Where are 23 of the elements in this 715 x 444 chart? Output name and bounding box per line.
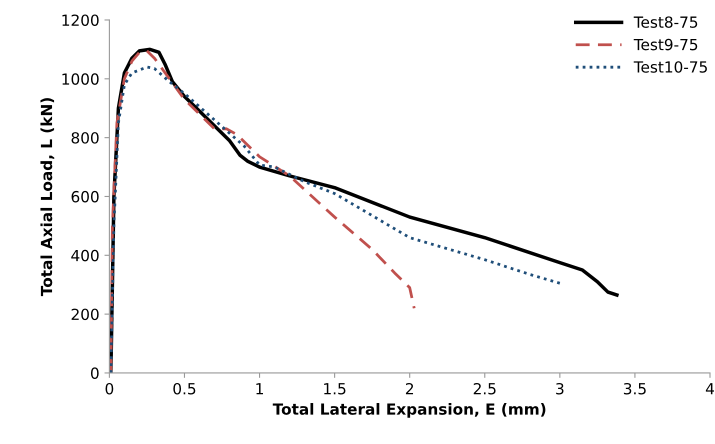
x-tick-label: 1.5	[324, 383, 346, 395]
x-tick-label: 0.5	[173, 382, 196, 395]
line-series	[110, 49, 416, 373]
legend-label: Test10-75	[634, 61, 707, 73]
y-tick-label: 1000	[62, 73, 99, 85]
legend-label: Test8-75	[634, 16, 698, 28]
legend-label: Test9-75	[634, 38, 698, 50]
x-tick-label: 0	[106, 382, 114, 395]
x-axis-title: Total Lateral Expansion, E (mm)	[272, 403, 546, 418]
x-tick-label: 2	[406, 382, 414, 394]
y-tick-label: 400	[71, 250, 99, 262]
y-axis-title: Total Axial Load, L (kN)	[40, 98, 54, 296]
y-tick-label: 0	[90, 367, 99, 379]
y-tick-label: 1200	[62, 14, 99, 26]
x-tick-label: 1	[256, 383, 263, 394]
line-series	[110, 66, 562, 373]
y-tick-label: 200	[72, 308, 99, 320]
y-tick-label: 600	[72, 190, 99, 202]
x-tick-label: 4	[706, 383, 714, 394]
y-tick-label: 800	[72, 132, 99, 144]
x-tick-label: 3	[556, 382, 564, 395]
x-tick-label: 2.5	[474, 382, 496, 395]
x-tick-label: 3.5	[624, 382, 646, 395]
